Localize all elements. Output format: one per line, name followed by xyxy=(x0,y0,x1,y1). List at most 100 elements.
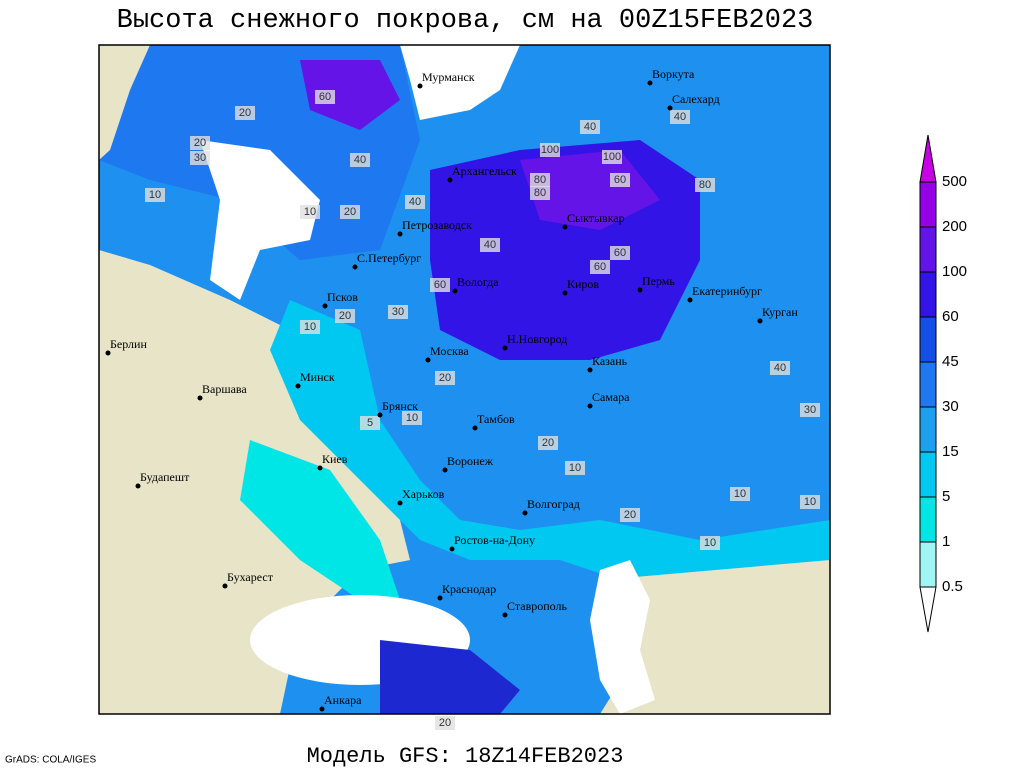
contour-label: 10 xyxy=(804,496,816,508)
contour-label-bg xyxy=(800,495,820,509)
city-label: Петрозаводск xyxy=(402,218,472,232)
contour-label: 10 xyxy=(149,189,161,201)
city-dot xyxy=(562,290,568,296)
contour-label: 20 xyxy=(339,310,351,322)
city-label: Берлин xyxy=(110,337,147,351)
contour-label: 20 xyxy=(344,206,356,218)
contour-label-bg xyxy=(540,143,560,157)
colorbar-label: 30 xyxy=(942,398,959,415)
colorbar-box xyxy=(919,541,937,588)
city-label: Харьков xyxy=(402,487,445,501)
city-label: Екатеринбург xyxy=(692,284,762,298)
city-dot xyxy=(322,303,328,309)
city-label: Киев xyxy=(322,452,348,466)
contour-label: 10 xyxy=(304,321,316,333)
city-dot xyxy=(197,395,203,401)
contour-label-bg xyxy=(190,136,210,150)
city-dot xyxy=(502,345,508,351)
colorbar-box xyxy=(919,496,937,543)
city-label: Волгоград xyxy=(527,497,580,511)
city-label: Киров xyxy=(567,277,599,291)
contour-label-bg xyxy=(590,260,610,274)
contour-label-bg xyxy=(315,90,335,104)
contour-label: 100 xyxy=(603,151,621,163)
colorbar-label: 45 xyxy=(942,353,959,370)
contour-label: 10 xyxy=(569,462,581,474)
colorbar-box xyxy=(919,316,937,363)
contour-label-bg xyxy=(435,716,455,730)
city-label: Воркута xyxy=(652,67,695,81)
contour-label-bg xyxy=(435,371,455,385)
contour-label: 80 xyxy=(534,174,546,186)
city-dot xyxy=(687,297,693,303)
contour-label: 10 xyxy=(734,488,746,500)
contour-label-bg xyxy=(610,173,630,187)
city-dot xyxy=(352,264,358,270)
contour-label: 10 xyxy=(704,537,716,549)
colorbar-label: 60 xyxy=(942,308,959,325)
map-frame xyxy=(98,44,831,715)
contour-label-bg xyxy=(430,278,450,292)
contour-label: 80 xyxy=(534,187,546,199)
city-dot xyxy=(317,465,323,471)
city-dot xyxy=(437,595,443,601)
city-label: Минск xyxy=(300,370,335,384)
contour-label-bg xyxy=(300,320,320,334)
contour-label-bg xyxy=(700,536,720,550)
contour-label: 30 xyxy=(804,404,816,416)
city-dot xyxy=(222,583,228,589)
city-dot xyxy=(502,612,508,618)
colorbar-box xyxy=(919,451,937,498)
city-label: Брянск xyxy=(382,399,418,413)
contour-label-bg xyxy=(530,186,550,200)
contour-label-bg xyxy=(300,205,320,219)
colorbar-box xyxy=(919,271,937,318)
city-dot xyxy=(562,224,568,230)
city-label: Ставрополь xyxy=(507,599,567,613)
contour-label-bg xyxy=(580,120,600,134)
contour-label-bg xyxy=(770,361,790,375)
city-dot xyxy=(417,83,423,89)
city-label: Краснодар xyxy=(442,582,496,596)
city-dot xyxy=(637,287,643,293)
contour-label: 60 xyxy=(434,279,446,291)
city-label: Будапешт xyxy=(140,470,190,484)
contour-label: 40 xyxy=(774,362,786,374)
city-label: Н.Новгород xyxy=(507,332,567,346)
contour-label-bg xyxy=(480,238,500,252)
city-label: Варшава xyxy=(202,382,247,396)
contour-label-bg xyxy=(800,403,820,417)
credit: GrADS: COLA/IGES xyxy=(5,755,96,766)
city-label: Салехард xyxy=(672,92,720,106)
city-label: Анкара xyxy=(324,693,362,707)
city-label: Курган xyxy=(762,305,798,319)
colorbar-label: 1 xyxy=(942,533,950,550)
contour-label: 40 xyxy=(584,121,596,133)
city-dot xyxy=(295,383,301,389)
colorbar-box xyxy=(919,406,937,453)
city-label: Вологда xyxy=(457,275,499,289)
contour-label: 10 xyxy=(304,206,316,218)
colorbar-label: 500 xyxy=(942,173,967,190)
city-dot xyxy=(105,350,111,356)
contour-label-bg xyxy=(235,106,255,120)
contour-label: 20 xyxy=(439,372,451,384)
contour-label-bg xyxy=(730,487,750,501)
city-label: Псков xyxy=(327,290,358,304)
map-field xyxy=(99,45,830,714)
city-label: Пермь xyxy=(642,274,675,288)
contour-label: 40 xyxy=(674,111,686,123)
city-dot xyxy=(757,318,763,324)
city-dot xyxy=(447,177,453,183)
contour-label-bg xyxy=(620,508,640,522)
colorbar-box xyxy=(919,226,937,273)
city-dot xyxy=(522,510,528,516)
colorbar-label: 100 xyxy=(942,263,967,280)
contour-label: 20 xyxy=(439,717,451,729)
contour-label: 20 xyxy=(239,107,251,119)
contour-label-bg xyxy=(402,411,422,425)
contour-label: 60 xyxy=(614,174,626,186)
contour-label-bg xyxy=(145,188,165,202)
contour-label-bg xyxy=(360,416,380,430)
